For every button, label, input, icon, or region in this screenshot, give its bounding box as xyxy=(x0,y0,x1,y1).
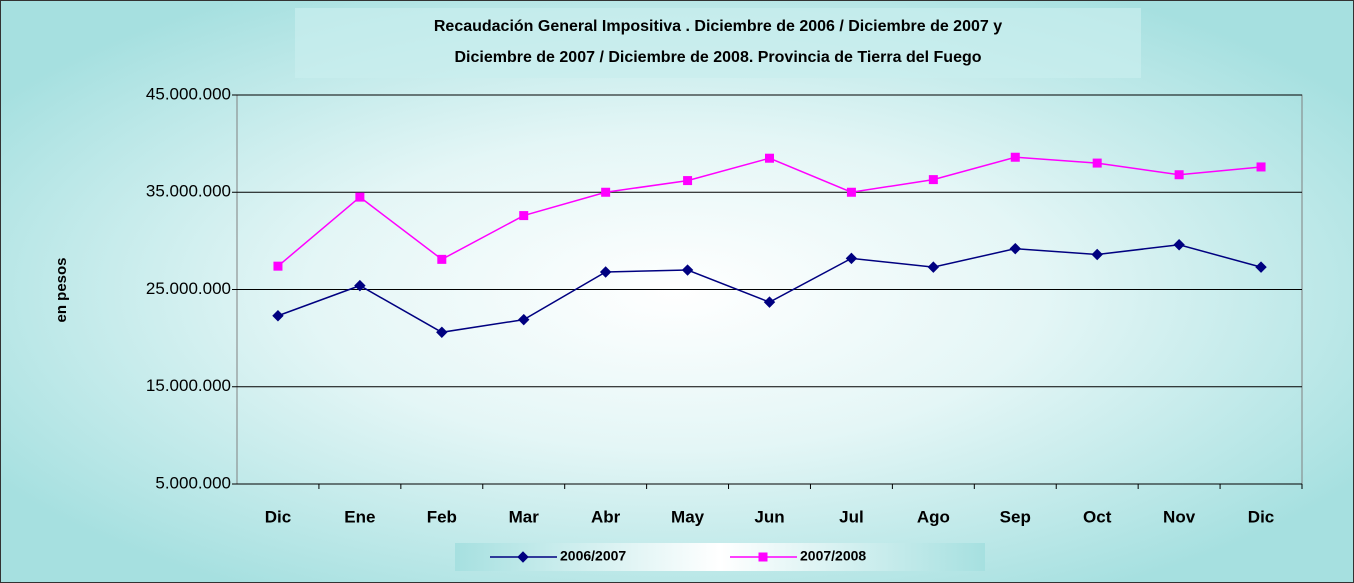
x-tick-label: Sep xyxy=(1000,507,1031,526)
point xyxy=(1174,170,1184,180)
x-tick-label: Dic xyxy=(265,507,291,526)
x-tick-label: Feb xyxy=(427,507,457,526)
point xyxy=(1256,162,1266,172)
point xyxy=(927,261,940,273)
point xyxy=(1092,158,1102,168)
x-tick-label: Abr xyxy=(591,507,621,526)
chart-title: Diciembre de 2007 / Diciembre de 2008. P… xyxy=(454,49,981,66)
point xyxy=(517,551,529,563)
point xyxy=(1010,152,1020,162)
x-tick-label: Ago xyxy=(917,507,950,526)
point xyxy=(601,187,611,197)
x-tick-label: Oct xyxy=(1083,507,1112,526)
point xyxy=(354,279,366,292)
point xyxy=(683,176,693,186)
point xyxy=(272,310,284,322)
point xyxy=(518,313,530,326)
point xyxy=(846,187,856,197)
point xyxy=(437,254,447,264)
point xyxy=(1009,242,1021,255)
point xyxy=(436,326,448,338)
point xyxy=(355,192,365,202)
legend-label: 2006/2007 xyxy=(560,548,626,564)
x-tick-label: May xyxy=(671,507,705,526)
chart-title: Recaudación General Impositiva . Diciemb… xyxy=(434,18,1002,35)
legend-label: 2007/2008 xyxy=(800,548,866,564)
point xyxy=(1173,239,1185,251)
point xyxy=(1255,261,1267,273)
y-axis-label: en pesos xyxy=(53,257,70,322)
point xyxy=(273,261,283,271)
point xyxy=(928,175,938,185)
point xyxy=(845,252,858,265)
point xyxy=(765,153,774,163)
title-box xyxy=(295,8,1141,78)
x-tick-label: Jul xyxy=(839,507,864,526)
x-tick-label: Ene xyxy=(344,507,375,526)
y-tick-label: 15.000.000 xyxy=(146,376,231,395)
x-tick-label: Nov xyxy=(1163,507,1196,526)
y-tick-label: 35.000.000 xyxy=(146,182,231,201)
x-tick-label: Jun xyxy=(754,507,784,526)
point xyxy=(763,296,776,308)
x-tick-label: Mar xyxy=(509,507,540,526)
y-tick-label: 45.000.000 xyxy=(146,84,231,103)
point xyxy=(519,211,529,221)
point xyxy=(681,264,694,276)
point xyxy=(1091,248,1103,261)
y-tick-label: 5.000.000 xyxy=(155,473,231,492)
point xyxy=(758,552,768,562)
y-tick-label: 25.000.000 xyxy=(146,279,231,298)
x-tick-label: Dic xyxy=(1248,507,1274,526)
point xyxy=(599,266,612,278)
